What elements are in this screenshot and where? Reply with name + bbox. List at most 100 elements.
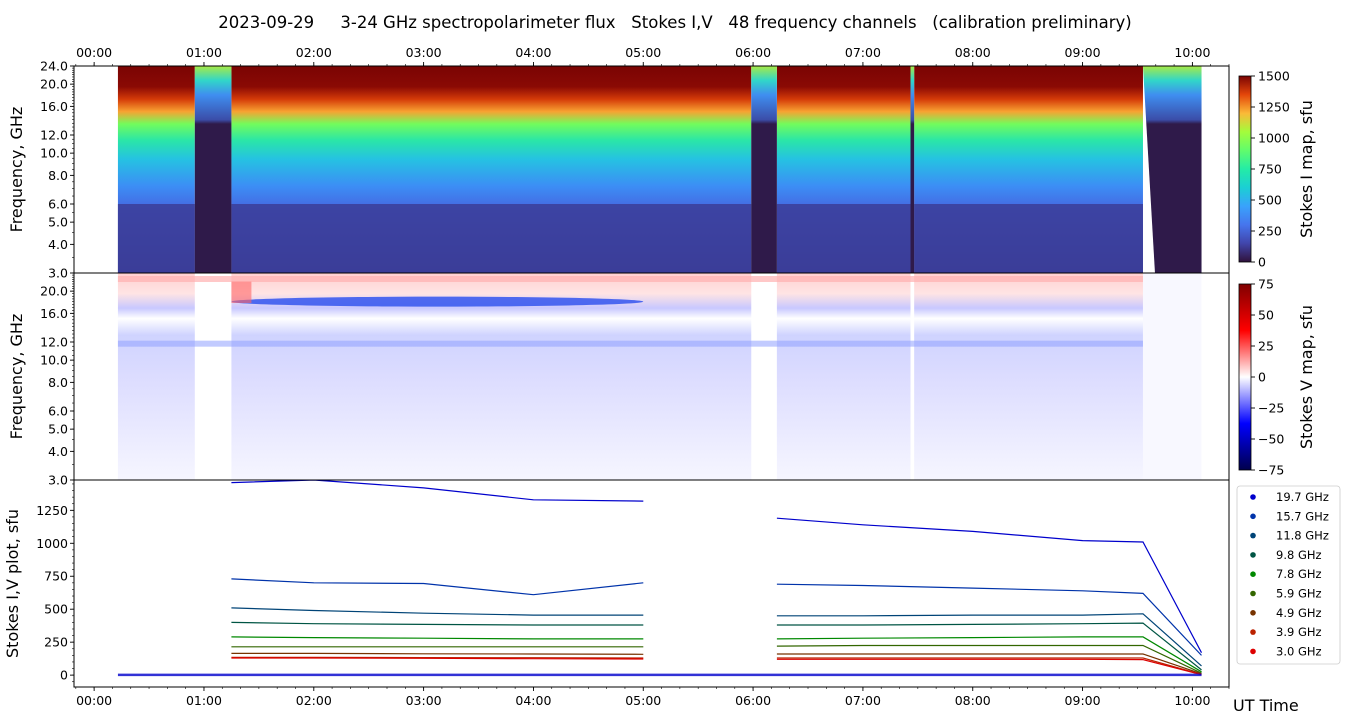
legend-marker — [1250, 648, 1256, 655]
stokes-v-colorbar: 75 50 25 0 −25 −50 −75 Stokes V map, sfu — [1238, 277, 1316, 478]
series-line — [231, 480, 644, 502]
time-tick-label: 06:00 — [735, 45, 771, 60]
colorbar-tick-label: 0 — [1258, 370, 1266, 385]
time-tick-label: 02:00 — [296, 45, 332, 60]
legend-entry: 11.8 GHz — [1276, 529, 1329, 543]
legend-entry: 3.9 GHz — [1276, 625, 1322, 639]
colorbar-label: Stokes V map, sfu — [1297, 305, 1316, 449]
colorbar-label: Stokes I map, sfu — [1297, 100, 1316, 238]
legend-entry: 15.7 GHz — [1276, 509, 1329, 523]
stokes-v-segment — [117, 273, 195, 480]
time-tick-label: 03:00 — [406, 693, 442, 708]
y-tick-label: 3.0 — [48, 266, 68, 281]
series-line — [231, 656, 644, 659]
time-tick-label: 02:00 — [296, 693, 332, 708]
series-line — [776, 622, 1202, 671]
stokes-i-panel: 3.0 4.0 5.0 6.0 8.0 10.0 12.0 16.0 20.0 24.0 Frequ… — [7, 59, 1230, 281]
series-line — [776, 657, 1202, 676]
time-tick-label: 10:00 — [1174, 45, 1210, 60]
colorbar-tick-label: −75 — [1258, 463, 1284, 478]
legend-marker — [1250, 590, 1256, 597]
time-tick-label: 04:00 — [515, 693, 551, 708]
time-tick-label: 01:00 — [186, 693, 222, 708]
y-tick-label: 750 — [44, 569, 68, 584]
chart-title: 2023-09-29 3-24 GHz spectropolarimeter f… — [218, 13, 1131, 32]
legend-entry: 19.7 GHz — [1276, 490, 1329, 504]
stokes-i-ylabel: Frequency, GHz — [7, 107, 26, 233]
colorbar-tick-label: 750 — [1258, 162, 1282, 177]
y-tick-label: 1000 — [36, 536, 68, 551]
colorbar-tick-label: 500 — [1258, 193, 1282, 208]
time-tick-label: 07:00 — [845, 693, 881, 708]
time-tick-label: 07:00 — [845, 45, 881, 60]
colorbar-tick-label: 1500 — [1258, 69, 1290, 84]
colorbar-tick-label: 1000 — [1258, 131, 1290, 146]
series-line — [776, 644, 1202, 674]
time-tick-label: 04:00 — [515, 45, 551, 60]
y-tick-label: 250 — [44, 635, 68, 650]
y-tick-label: 4.0 — [48, 237, 68, 252]
time-tick-label: 09:00 — [1065, 693, 1101, 708]
stokes-iv-plot-panel: 0 250 500 750 1000 1250 Stokes I,V plot, sfu — [3, 479, 1230, 688]
y-tick-label: 3.0 — [48, 473, 68, 488]
stokes-v-panel: 3.0 4.0 5.0 6.0 8.0 10.0 12.0 16.0 20.0 Frequency… — [7, 272, 1230, 488]
y-tick-label: 5.0 — [48, 422, 68, 437]
series-line — [231, 621, 644, 626]
legend: 19.7 GHz 15.7 GHz 11.8 GHz 9.8 GHz 7.8 GHz 5.… — [1236, 485, 1341, 665]
y-tick-label: 6.0 — [48, 404, 68, 419]
stokes-v-segment — [776, 273, 911, 480]
series-line — [776, 653, 1202, 675]
legend-marker — [1250, 629, 1256, 635]
series-line — [231, 636, 644, 640]
time-tick-label: 08:00 — [955, 45, 991, 60]
stokes-v-segment — [231, 273, 752, 480]
series-line — [776, 636, 1202, 673]
colorbar-tick-label: 0 — [1258, 255, 1266, 270]
y-tick-label: 12.0 — [40, 335, 68, 350]
time-tick-label: 06:00 — [735, 693, 771, 708]
series-line — [231, 652, 644, 655]
time-tick-label: 00:00 — [76, 693, 112, 708]
legend-marker — [1250, 610, 1256, 616]
stokes-v-segment — [914, 273, 1143, 480]
time-tick-label: 05:00 — [625, 693, 661, 708]
legend-marker — [1250, 494, 1256, 500]
y-tick-label: 0 — [60, 668, 68, 683]
legend-marker — [1250, 513, 1256, 520]
time-tick-label: 09:00 — [1065, 45, 1101, 60]
colorbar-tick-label: −50 — [1258, 432, 1284, 447]
y-tick-label: 4.0 — [48, 444, 68, 459]
series-line — [231, 657, 644, 660]
legend-entry: 5.9 GHz — [1276, 587, 1322, 601]
series-line — [776, 658, 1202, 676]
legend-marker — [1250, 532, 1256, 539]
y-tick-label: 12.0 — [40, 128, 68, 143]
stokes-v-ylabel: Frequency, GHz — [7, 314, 26, 440]
colorbar-tick-label: 75 — [1258, 277, 1274, 292]
y-tick-label: 8.0 — [48, 168, 68, 183]
top-time-axis: 00:00 01:00 02:00 03:00 04:00 05:00 06:00 07:00… — [75, 45, 1230, 66]
time-tick-label: 01:00 — [186, 45, 222, 60]
stokes-i-gap — [910, 66, 915, 273]
y-tick-label: 8.0 — [48, 375, 68, 390]
stokes-i-cutoff — [1142, 66, 1202, 273]
time-tick-label: 05:00 — [625, 45, 661, 60]
y-tick-label: 1250 — [36, 503, 68, 518]
y-tick-label: 5.0 — [48, 215, 68, 230]
y-tick-label: 10.0 — [40, 353, 68, 368]
y-tick-label: 16.0 — [40, 306, 68, 321]
time-tick-label: 10:00 — [1174, 693, 1210, 708]
series-line — [776, 583, 1202, 656]
series-line — [231, 578, 644, 596]
stokes-i-gap — [751, 66, 777, 273]
y-tick-label: 500 — [44, 602, 68, 617]
colorbar-tick-label: 25 — [1258, 339, 1274, 354]
x-axis-label: UT Time — [1233, 696, 1299, 715]
series-line — [776, 613, 1202, 667]
series-line — [776, 517, 1203, 653]
legend-entry: 7.8 GHz — [1276, 567, 1322, 581]
y-tick-label: 16.0 — [40, 99, 68, 114]
legend-marker — [1250, 552, 1256, 558]
stokes-v-feature — [231, 296, 644, 307]
legend-entry: 3.0 GHz — [1276, 644, 1322, 658]
